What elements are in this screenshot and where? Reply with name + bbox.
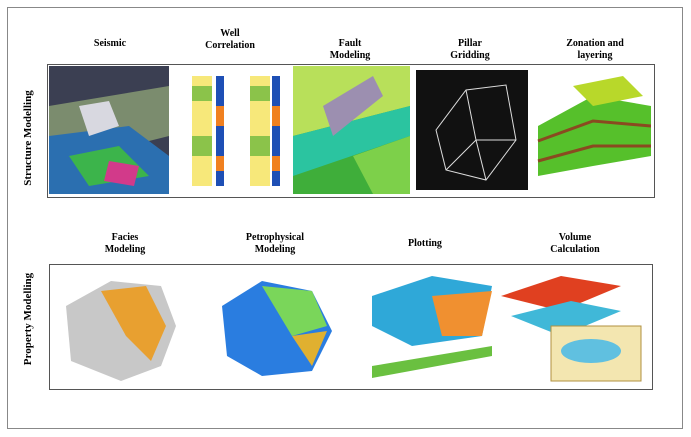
- pillar-gridding-image: [416, 70, 528, 190]
- label-line: Correlation: [205, 40, 255, 51]
- label-line: Well: [220, 28, 240, 39]
- seismic-image: [49, 66, 169, 194]
- label-line: Pillar: [458, 38, 482, 49]
- panel-title: Zonation and layering: [540, 38, 650, 62]
- panel-title: Well Correlation: [180, 28, 280, 52]
- panel-title: Pillar Gridding: [420, 38, 520, 62]
- panel-title: Facies Modeling: [75, 232, 175, 256]
- well-correlation-image: [172, 66, 290, 194]
- volume-image: [501, 266, 649, 386]
- label-line: Zonation and: [566, 38, 624, 49]
- zonation-image: [533, 66, 651, 194]
- side-label: Property Modelling: [22, 272, 34, 366]
- label-line: Seismic: [93, 38, 127, 49]
- label-line: Petrophysical: [245, 232, 305, 243]
- label-line: Modeling: [254, 244, 296, 255]
- label-line: Volume: [558, 232, 592, 243]
- plotting-image: [352, 266, 498, 386]
- panel-title: Volume Calculation: [525, 232, 625, 256]
- row-box: [49, 264, 653, 390]
- label-line: Fault: [338, 38, 362, 49]
- fault-modeling-image: [293, 66, 410, 194]
- frame: [7, 7, 683, 429]
- panel-title: Petrophysical Modeling: [220, 232, 330, 256]
- facies-image: [51, 266, 198, 386]
- panel-title: Plotting: [375, 238, 475, 250]
- label-line: Plotting: [408, 238, 442, 249]
- label-line: Calculation: [550, 244, 600, 255]
- label-line: Facies: [111, 232, 139, 243]
- label-line: layering: [577, 50, 613, 61]
- label-line: Modeling: [104, 244, 146, 255]
- side-label: Structure Modelling: [22, 90, 34, 186]
- panel-title: Fault Modeling: [300, 38, 400, 62]
- label-line: Gridding: [450, 50, 490, 61]
- petrophysical-image: [202, 266, 348, 386]
- label-line: Modeling: [329, 50, 371, 61]
- panel-title: Seismic: [60, 38, 160, 50]
- row-box: [47, 64, 655, 198]
